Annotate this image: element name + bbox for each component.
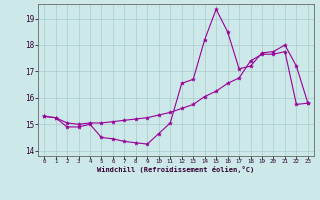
X-axis label: Windchill (Refroidissement éolien,°C): Windchill (Refroidissement éolien,°C) [97,166,255,173]
